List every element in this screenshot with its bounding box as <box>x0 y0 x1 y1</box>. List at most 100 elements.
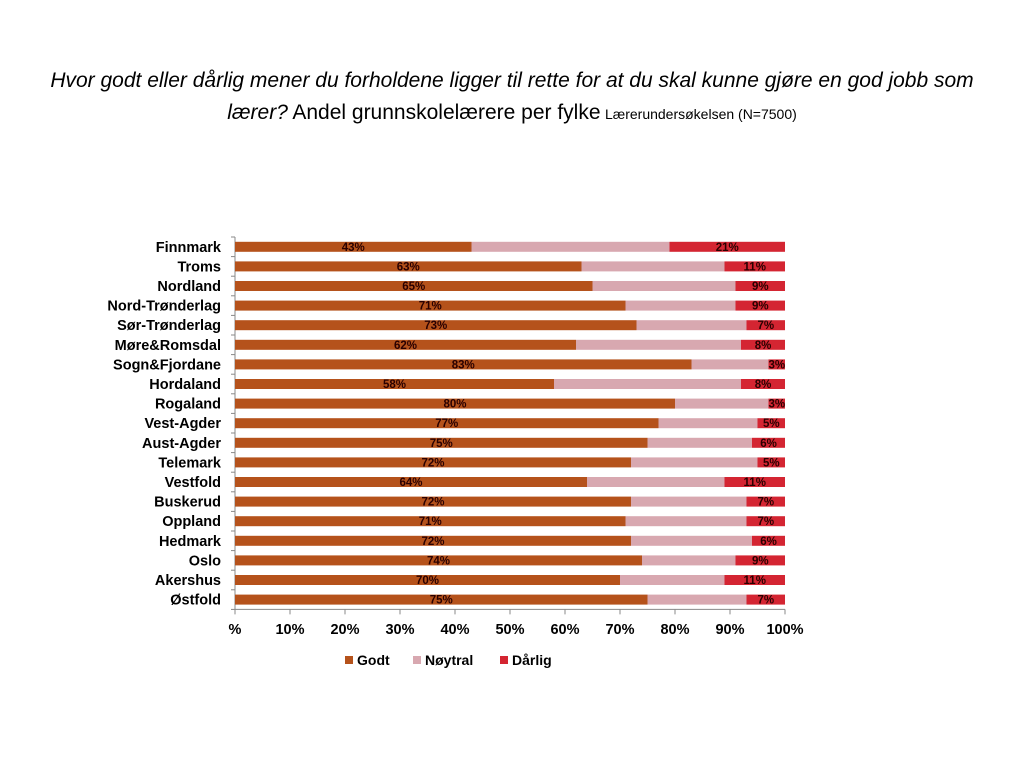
x-tick-label: 60% <box>550 622 579 638</box>
category-label-finnmark: Finnmark <box>156 240 222 256</box>
data-label-godt-1: 63% <box>397 261 420 273</box>
data-label-drlig-16: 9% <box>752 555 769 567</box>
x-tick-label: 10% <box>275 622 304 638</box>
bar-nøytral-6 <box>691 359 769 370</box>
category-label-vestfold: Vestfold <box>165 475 221 491</box>
bar-nøytral-14 <box>625 516 747 527</box>
data-label-godt-9: 77% <box>435 418 458 430</box>
bar-nøytral-8 <box>675 398 769 409</box>
bar-nøytral-1 <box>581 261 725 272</box>
bar-godt-18 <box>235 594 648 605</box>
bar-godt-9 <box>235 418 659 429</box>
bar-nøytral-9 <box>658 418 758 429</box>
data-label-drlig-7: 8% <box>755 379 772 391</box>
bar-drlig-0 <box>669 241 785 252</box>
bar-godt-7 <box>235 379 554 389</box>
bar-drlig-2 <box>735 281 785 291</box>
bar-godt-16 <box>235 555 642 566</box>
data-label-godt-0: 43% <box>342 242 365 254</box>
data-label-drlig-18: 7% <box>757 595 774 607</box>
title-question: Hvor godt eller dårlig mener du forholde… <box>50 69 974 124</box>
data-label-godt-13: 72% <box>421 497 444 509</box>
data-label-godt-12: 64% <box>399 477 422 489</box>
data-label-drlig-5: 8% <box>755 340 772 352</box>
bar-godt-12 <box>235 477 587 487</box>
x-tick-label: 70% <box>605 622 634 638</box>
category-label-hedmark: Hedmark <box>159 534 222 550</box>
bar-godt-17 <box>235 575 620 585</box>
x-tick-label: % <box>229 622 242 638</box>
bar-godt-5 <box>235 339 576 350</box>
data-label-drlig-3: 9% <box>752 301 769 313</box>
data-label-drlig-8: 3% <box>768 399 785 411</box>
bar-godt-4 <box>235 320 637 331</box>
category-label-telemark: Telemark <box>158 455 222 471</box>
data-label-drlig-10: 6% <box>760 438 777 450</box>
x-tick-label: 20% <box>330 622 359 638</box>
data-label-godt-15: 72% <box>421 536 444 548</box>
x-tick-label: 80% <box>660 622 689 638</box>
bar-godt-10 <box>235 437 648 448</box>
bar-godt-0 <box>235 241 472 252</box>
bar-drlig-12 <box>724 477 785 487</box>
data-label-godt-16: 74% <box>427 555 450 567</box>
category-label-sogn-fjordane: Sogn&Fjordane <box>113 357 221 373</box>
bar-drlig-1 <box>724 261 785 272</box>
category-label-buskerud: Buskerud <box>154 495 221 511</box>
bar-nøytral-13 <box>631 496 747 507</box>
bar-godt-2 <box>235 281 593 291</box>
bar-drlig-17 <box>724 575 785 585</box>
data-label-drlig-0: 21% <box>716 242 739 254</box>
category-label-møre-romsdal: Møre&Romsdal <box>115 338 221 354</box>
bar-drlig-10 <box>752 437 785 448</box>
x-tick-label: 90% <box>715 622 744 638</box>
data-label-godt-3: 71% <box>419 301 442 313</box>
bar-godt-3 <box>235 300 626 311</box>
bar-nøytral-11 <box>631 457 758 468</box>
bar-drlig-11 <box>757 457 785 468</box>
legend-swatch-2 <box>500 656 508 664</box>
bar-godt-8 <box>235 398 675 409</box>
bar-nøytral-15 <box>631 535 752 546</box>
category-label-vest-agder: Vest-Agder <box>144 416 221 432</box>
bar-nøytral-12 <box>587 477 725 487</box>
data-label-godt-18: 75% <box>430 595 453 607</box>
bar-godt-1 <box>235 261 582 272</box>
category-label-hordaland: Hordaland <box>149 377 221 393</box>
bar-drlig-9 <box>757 418 785 429</box>
bar-drlig-16 <box>735 555 785 566</box>
slide-title: Hvor godt eller dårlig mener du forholde… <box>40 66 984 130</box>
data-label-godt-10: 75% <box>430 438 453 450</box>
bar-nøytral-5 <box>576 339 741 350</box>
category-label-sør-trønderlag: Sør-Trønderlag <box>117 318 221 334</box>
data-label-godt-11: 72% <box>421 457 444 469</box>
title-source: Lærerundersøkelsen (N=7500) <box>604 106 797 122</box>
bar-drlig-13 <box>746 496 785 507</box>
bar-nøytral-16 <box>642 555 736 566</box>
legend-label-2: Dårlig <box>512 652 552 668</box>
bar-drlig-6 <box>768 359 785 370</box>
legend-swatch-0 <box>345 656 353 664</box>
category-label-oppland: Oppland <box>162 514 221 530</box>
data-label-godt-4: 73% <box>424 320 447 332</box>
data-label-drlig-11: 5% <box>763 457 780 469</box>
bar-drlig-8 <box>768 398 785 409</box>
data-label-drlig-4: 7% <box>757 320 774 332</box>
legend-swatch-1 <box>413 656 421 664</box>
bar-nøytral-17 <box>620 575 725 585</box>
bar-godt-15 <box>235 535 631 546</box>
data-label-drlig-9: 5% <box>763 418 780 430</box>
data-label-drlig-2: 9% <box>752 281 769 293</box>
category-label-østfold: Østfold <box>170 593 221 609</box>
legend-label-0: Godt <box>357 652 390 668</box>
x-tick-label: 30% <box>385 622 414 638</box>
category-label-aust-agder: Aust-Agder <box>142 436 221 452</box>
bar-nøytral-0 <box>471 241 670 252</box>
bar-nøytral-2 <box>592 281 736 291</box>
data-label-godt-5: 62% <box>394 340 417 352</box>
bar-drlig-3 <box>735 300 785 311</box>
data-label-godt-6: 83% <box>452 359 475 371</box>
bar-nøytral-18 <box>647 594 747 605</box>
bar-drlig-14 <box>746 516 785 527</box>
